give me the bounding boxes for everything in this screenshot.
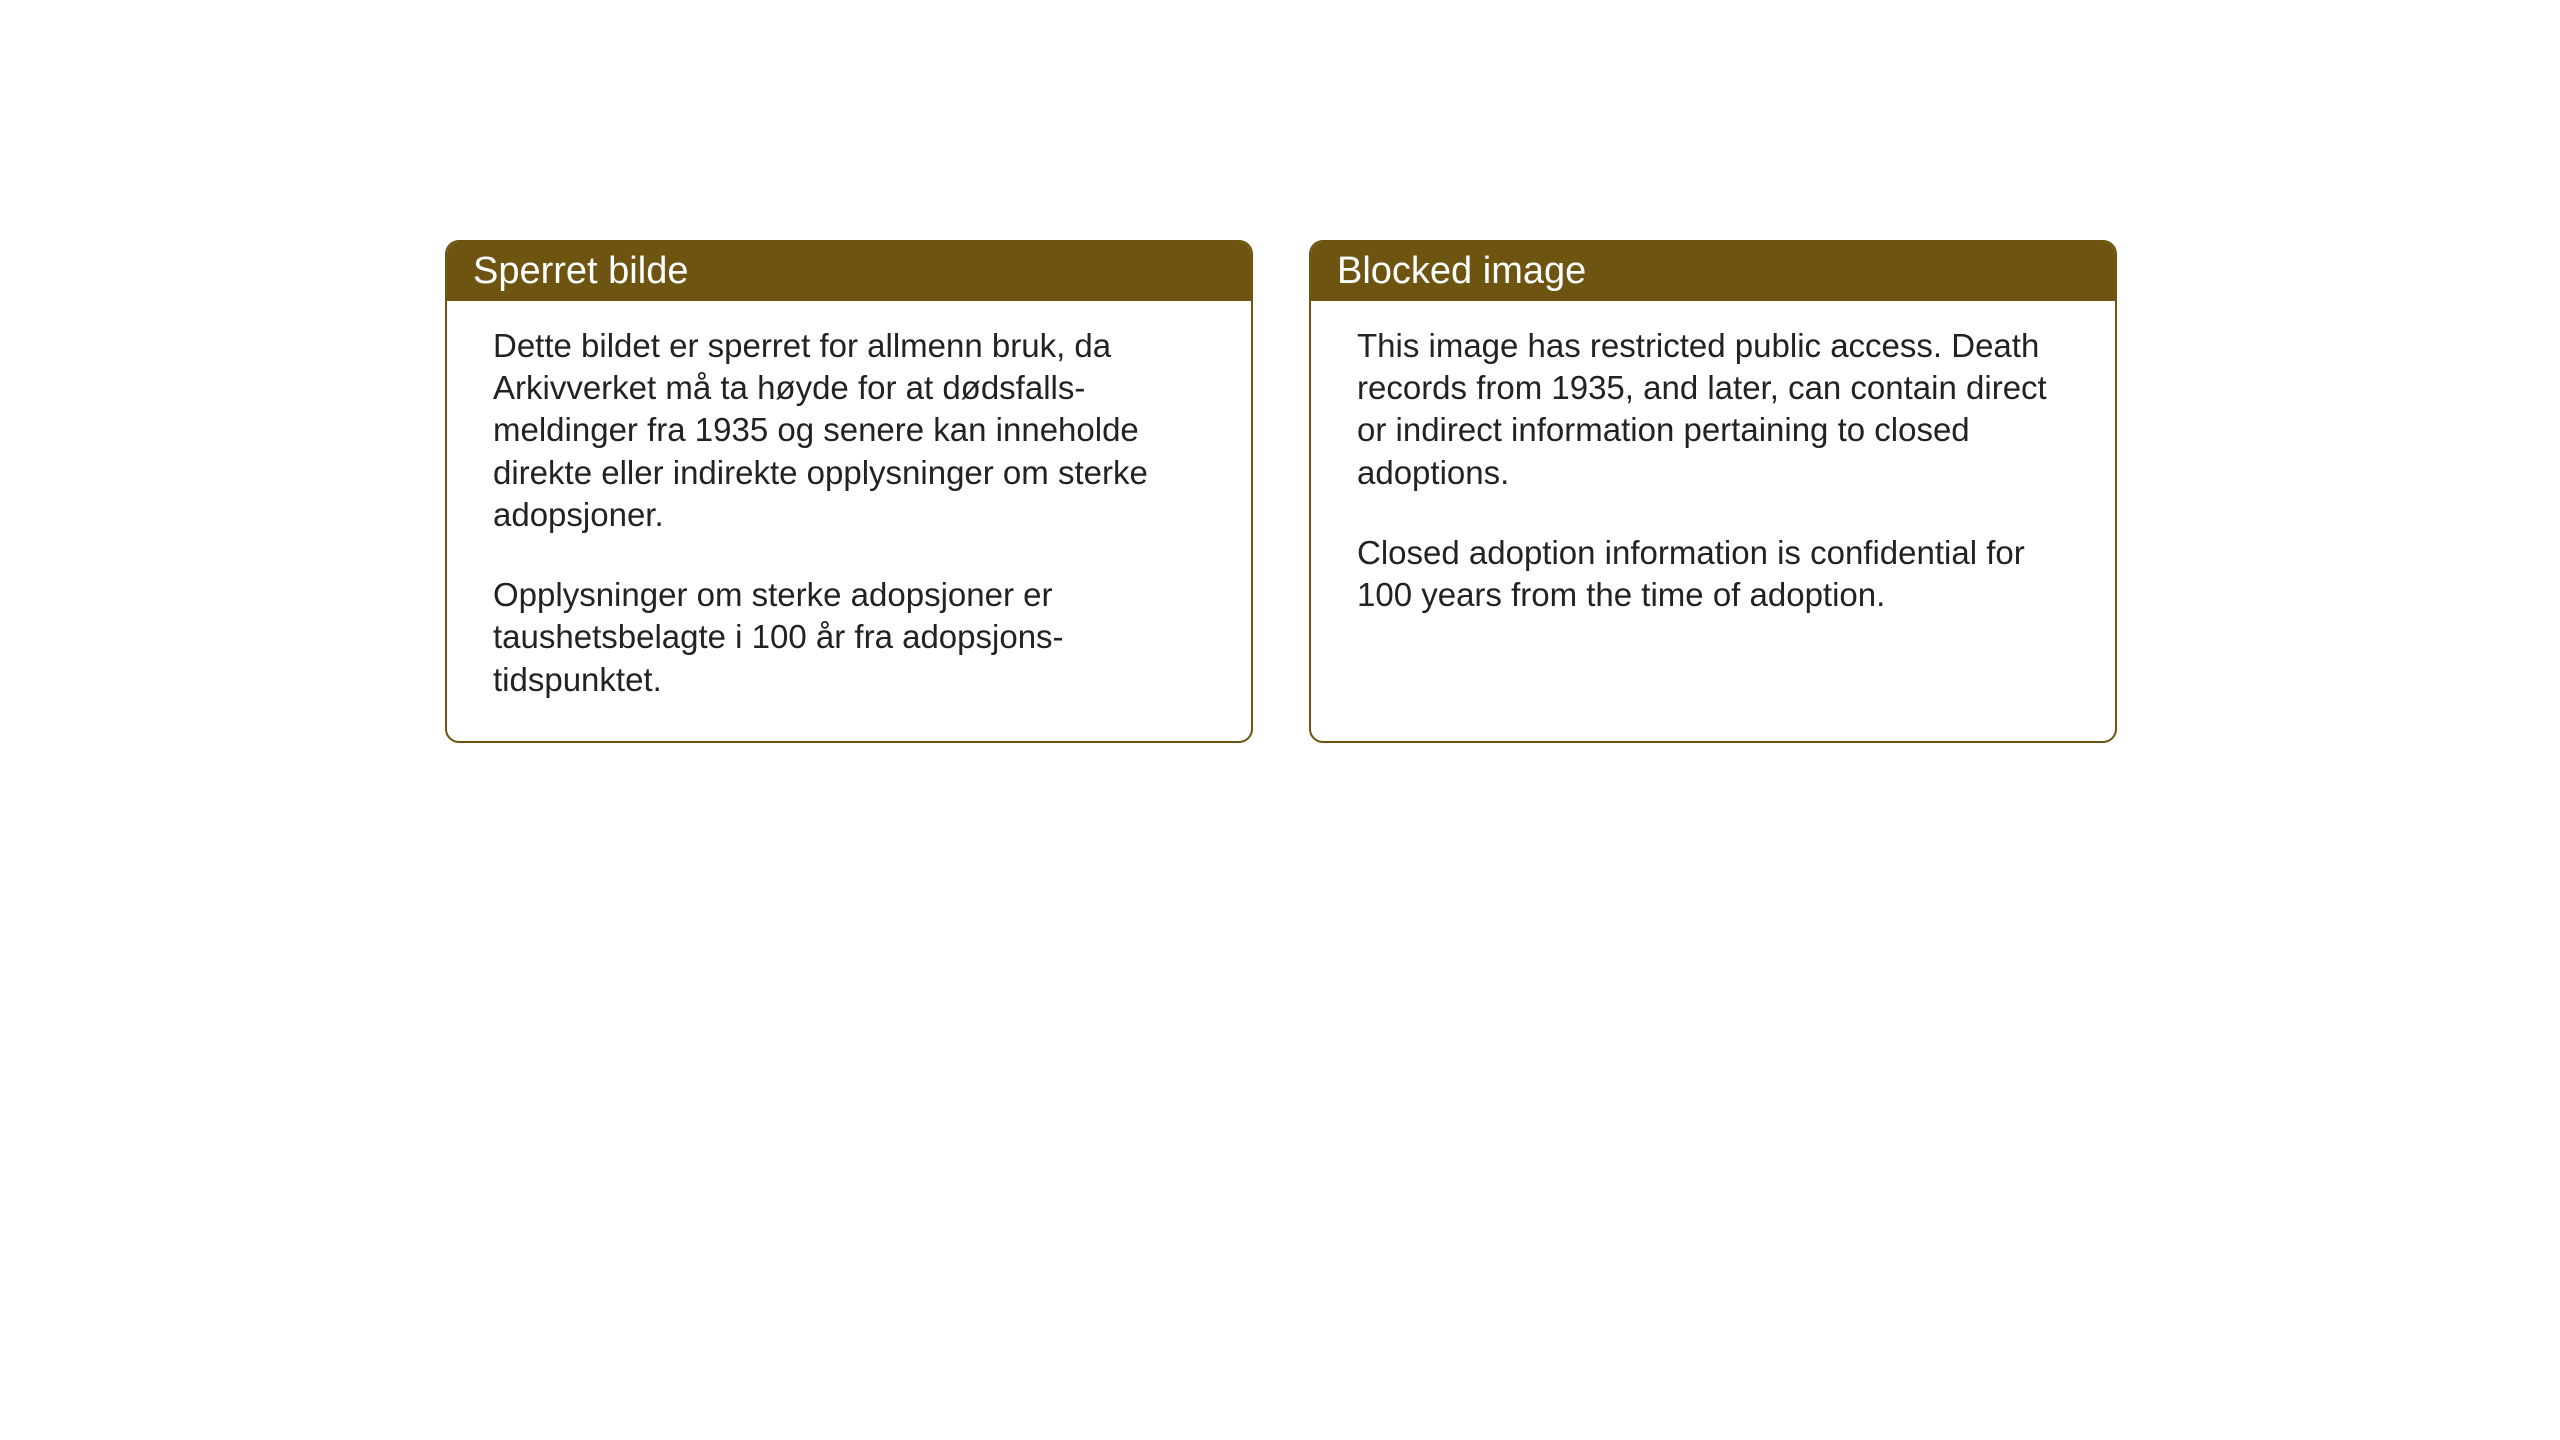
notice-box-norwegian: Sperret bilde Dette bildet er sperret fo…: [445, 240, 1253, 743]
notice-title: Sperret bilde: [473, 250, 688, 292]
notice-title: Blocked image: [1337, 250, 1586, 292]
notice-box-english: Blocked image This image has restricted …: [1309, 240, 2117, 743]
notice-body: This image has restricted public access.…: [1311, 301, 2115, 656]
notice-paragraph-1: Dette bildet er sperret for allmenn bruk…: [493, 325, 1205, 536]
notice-header: Blocked image: [1311, 242, 2115, 301]
notice-container: Sperret bilde Dette bildet er sperret fo…: [0, 0, 2560, 743]
notice-paragraph-1: This image has restricted public access.…: [1357, 325, 2069, 494]
notice-header: Sperret bilde: [447, 242, 1251, 301]
notice-body: Dette bildet er sperret for allmenn bruk…: [447, 301, 1251, 741]
notice-paragraph-2: Closed adoption information is confident…: [1357, 532, 2069, 616]
notice-paragraph-2: Opplysninger om sterke adopsjoner er tau…: [493, 574, 1205, 701]
